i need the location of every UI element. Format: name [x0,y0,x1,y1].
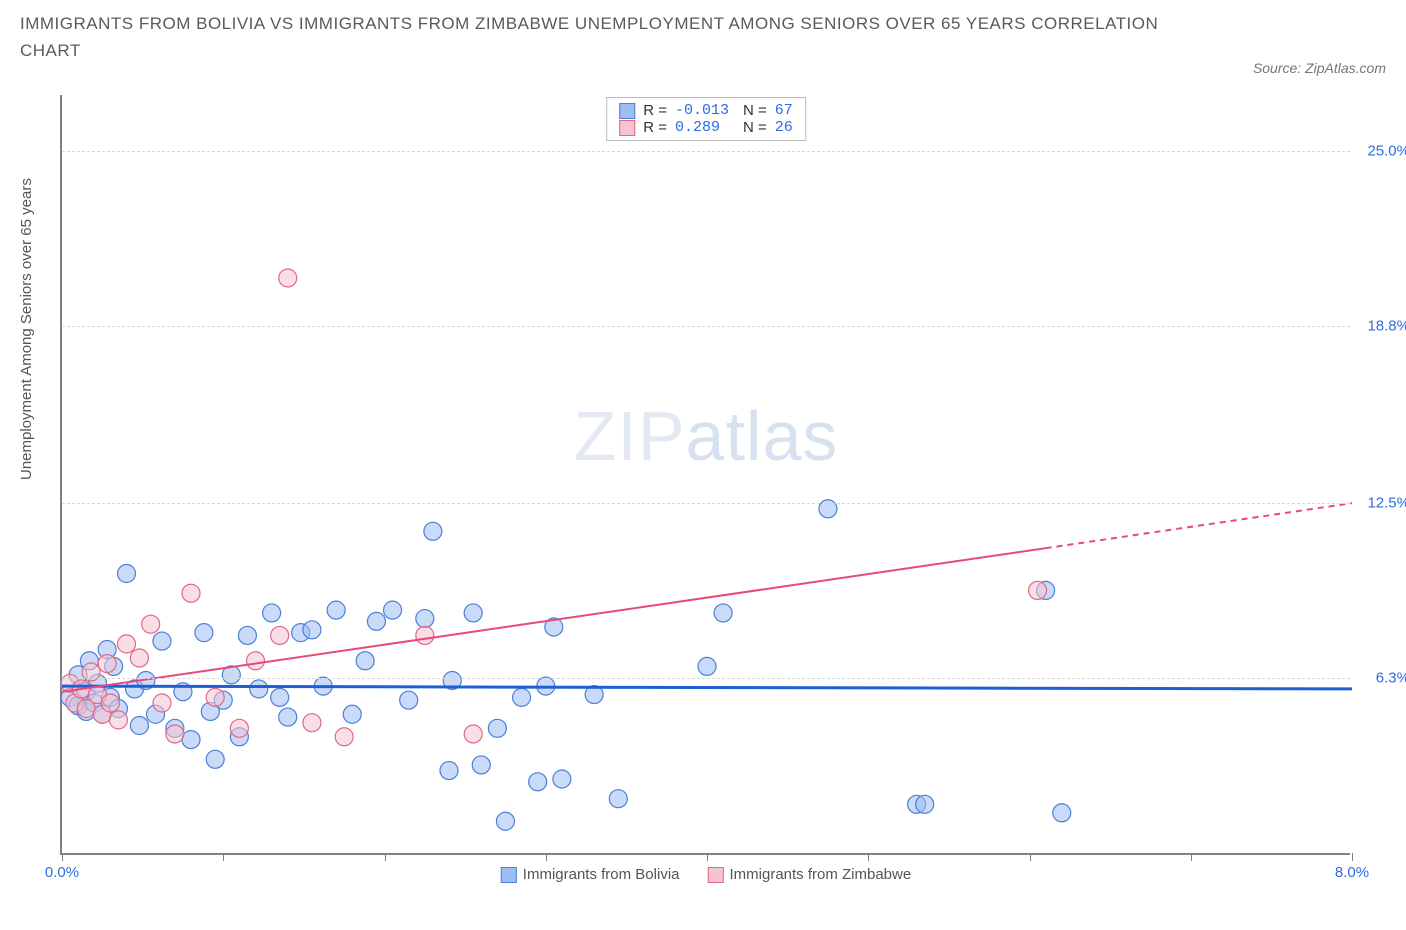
r-label: R = [643,119,667,136]
y-tick-label: 25.0% [1355,143,1406,160]
scatter-point-bolivia [238,626,256,644]
scatter-point-bolivia [367,612,385,630]
trend-line-zimbabwe [62,548,1046,692]
scatter-point-bolivia [1053,804,1071,822]
scatter-point-bolivia [553,770,571,788]
plot-area: ZIPatlas R = -0.013 N = 67R = 0.289 N = … [60,95,1350,855]
scatter-point-bolivia [513,688,531,706]
scatter-point-bolivia [424,522,442,540]
x-tick-label: 0.0% [45,864,79,881]
legend-item-zimbabwe: Immigrants from Zimbabwe [707,866,911,883]
scatter-point-zimbabwe [464,725,482,743]
gridline [62,503,1350,504]
scatter-point-bolivia [440,762,458,780]
scatter-point-zimbabwe [206,688,224,706]
gridline [62,326,1350,327]
x-tick [1352,853,1353,861]
n-label: N = [743,119,767,136]
correlation-legend: R = -0.013 N = 67R = 0.289 N = 26 [606,97,806,141]
x-tick [707,853,708,861]
scatter-point-zimbabwe [247,652,265,670]
scatter-point-zimbabwe [1029,581,1047,599]
scatter-point-bolivia [496,812,514,830]
scatter-point-bolivia [327,601,345,619]
scatter-point-zimbabwe [98,655,116,673]
n-label: N = [743,102,767,119]
x-tick [868,853,869,861]
r-label: R = [643,102,667,119]
r-value: -0.013 [675,102,735,119]
legend-swatch-bolivia [501,867,517,883]
scatter-point-bolivia [153,632,171,650]
legend-swatch-bolivia [619,103,635,119]
legend-item-bolivia: Immigrants from Bolivia [501,866,680,883]
legend-row-zimbabwe: R = 0.289 N = 26 [619,119,793,136]
scatter-point-zimbabwe [109,711,127,729]
scatter-point-bolivia [206,750,224,768]
scatter-point-zimbabwe [101,694,119,712]
scatter-point-bolivia [416,610,434,628]
scatter-point-zimbabwe [416,626,434,644]
legend-row-bolivia: R = -0.013 N = 67 [619,102,793,119]
scatter-point-bolivia [464,604,482,622]
scatter-point-bolivia [279,708,297,726]
scatter-point-zimbabwe [279,269,297,287]
trend-line-zimbabwe-extrap [1046,503,1352,548]
x-tick [1030,853,1031,861]
x-tick [223,853,224,861]
scatter-point-zimbabwe [335,728,353,746]
scatter-point-bolivia [271,688,289,706]
scatter-point-zimbabwe [118,635,136,653]
r-value: 0.289 [675,119,735,136]
scatter-point-bolivia [609,790,627,808]
legend-swatch-zimbabwe [707,867,723,883]
x-tick [62,853,63,861]
scatter-point-zimbabwe [130,649,148,667]
scatter-point-zimbabwe [230,719,248,737]
scatter-point-bolivia [303,621,321,639]
scatter-point-bolivia [698,657,716,675]
scatter-point-bolivia [400,691,418,709]
x-tick [1191,853,1192,861]
chart-title: IMMIGRANTS FROM BOLIVIA VS IMMIGRANTS FR… [20,10,1170,64]
scatter-point-bolivia [250,680,268,698]
scatter-point-bolivia [714,604,732,622]
scatter-point-bolivia [488,719,506,737]
scatter-point-bolivia [472,756,490,774]
legend-label-bolivia: Immigrants from Bolivia [523,866,680,883]
series-legend: Immigrants from Bolivia Immigrants from Z… [501,866,911,883]
scatter-point-zimbabwe [153,694,171,712]
legend-label-zimbabwe: Immigrants from Zimbabwe [729,866,911,883]
scatter-point-zimbabwe [303,714,321,732]
source-attribution: Source: ZipAtlas.com [1253,60,1386,76]
n-value: 26 [775,119,793,136]
y-axis-label: Unemployment Among Seniors over 65 years [18,178,35,480]
y-tick-label: 18.8% [1355,317,1406,334]
scatter-point-bolivia [130,717,148,735]
x-tick-label: 8.0% [1335,864,1369,881]
x-tick [546,853,547,861]
scatter-point-bolivia [182,731,200,749]
scatter-point-zimbabwe [166,725,184,743]
x-tick [385,853,386,861]
scatter-point-zimbabwe [271,626,289,644]
scatter-point-bolivia [118,565,136,583]
gridline [62,151,1350,152]
scatter-point-bolivia [384,601,402,619]
scatter-point-bolivia [356,652,374,670]
scatter-point-bolivia [263,604,281,622]
scatter-point-zimbabwe [142,615,160,633]
scatter-point-bolivia [195,624,213,642]
legend-swatch-zimbabwe [619,120,635,136]
scatter-point-bolivia [916,795,934,813]
scatter-point-zimbabwe [182,584,200,602]
scatter-point-bolivia [343,705,361,723]
gridline [62,678,1350,679]
chart-svg [62,95,1350,853]
y-tick-label: 12.5% [1355,495,1406,512]
n-value: 67 [775,102,793,119]
y-tick-label: 6.3% [1355,669,1406,686]
scatter-point-bolivia [529,773,547,791]
